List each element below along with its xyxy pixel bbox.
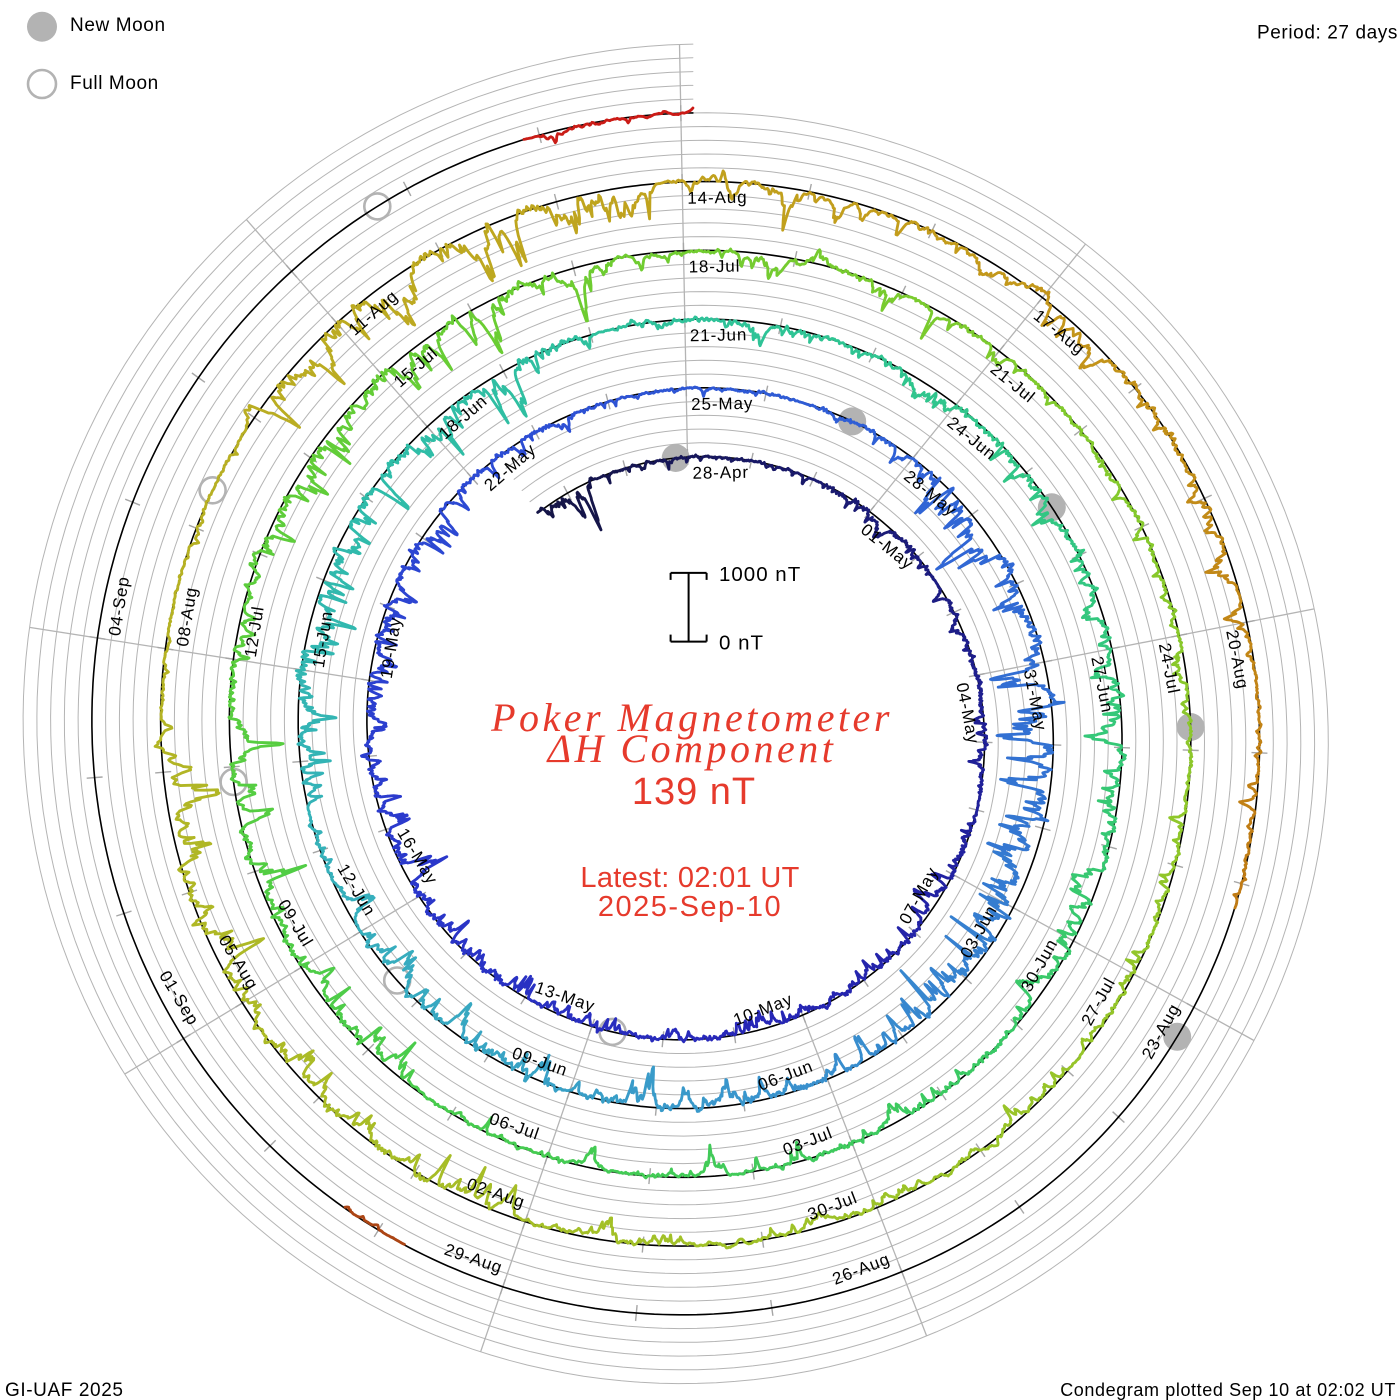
svg-text:ΔH Component: ΔH Component — [546, 726, 837, 771]
svg-text:25-May: 25-May — [691, 394, 753, 414]
svg-text:139 nT: 139 nT — [632, 771, 756, 813]
svg-text:28-Apr: 28-Apr — [692, 463, 749, 483]
svg-text:1000 nT: 1000 nT — [719, 563, 801, 586]
svg-text:21-Jun: 21-Jun — [690, 325, 748, 345]
svg-text:14-Aug: 14-Aug — [687, 188, 748, 208]
svg-text:Full Moon: Full Moon — [70, 73, 159, 94]
svg-text:18-Jul: 18-Jul — [688, 257, 740, 277]
svg-text:2025-Sep-10: 2025-Sep-10 — [598, 891, 782, 923]
svg-text:New Moon: New Moon — [70, 15, 166, 36]
svg-text:Period: 27 days: Period: 27 days — [1257, 23, 1398, 44]
svg-text:GI-UAF 2025: GI-UAF 2025 — [5, 1380, 124, 1400]
svg-text:0 nT: 0 nT — [719, 632, 764, 655]
svg-text:Condegram plotted Sep 10 at 02: Condegram plotted Sep 10 at 02:02 UT — [1060, 1380, 1396, 1400]
svg-text:Poker Magnetometer: Poker Magnetometer — [490, 695, 893, 740]
svg-text:Latest: 02:01 UT: Latest: 02:01 UT — [580, 862, 799, 894]
